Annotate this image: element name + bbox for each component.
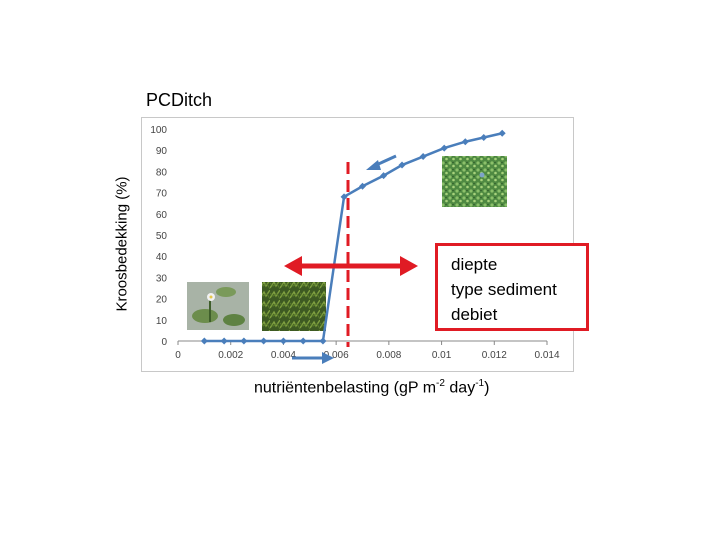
x-tick-label: 0.012 <box>482 350 507 361</box>
x-axis-label: nutriëntenbelasting (gP m-2 day-1) <box>254 378 489 397</box>
series-line <box>204 132 503 343</box>
x-tick-label: 0.008 <box>376 350 401 361</box>
duckweed-photo <box>442 156 507 207</box>
x-tick-label: 0.014 <box>534 350 559 361</box>
data-point <box>240 337 248 345</box>
x-tick-label: 0.006 <box>324 350 349 361</box>
data-point <box>340 193 348 201</box>
data-point <box>319 337 327 345</box>
x-axis-label-sup2: -1 <box>475 378 485 389</box>
y-tick-label: 40 <box>156 252 168 263</box>
lower-shift-arrow-head <box>322 352 334 364</box>
data-point <box>279 337 287 345</box>
y-tick-label: 20 <box>156 295 168 306</box>
data-point <box>380 172 388 180</box>
data-point <box>220 337 228 345</box>
y-tick-label: 50 <box>156 231 168 242</box>
y-tick-label: 60 <box>156 210 168 221</box>
x-tick-label: 0.01 <box>432 350 452 361</box>
data-point <box>398 161 406 169</box>
x-tick-label: 0.002 <box>218 350 243 361</box>
data-point <box>260 337 268 345</box>
x-axis-label-end: ) <box>484 379 490 397</box>
data-point <box>200 337 208 345</box>
chart-title: PCDitch <box>146 90 213 110</box>
x-tick-label: 0.004 <box>271 350 296 361</box>
range-double-arrow-left-head <box>284 256 302 276</box>
data-point <box>461 138 469 146</box>
y-tick-label: 100 <box>150 125 167 136</box>
upper-shift-arrow-head <box>366 160 381 170</box>
x-axis-label-base: nutriëntenbelasting (gP m <box>254 379 437 397</box>
y-tick-label: 80 <box>156 167 168 178</box>
y-tick-label: 10 <box>156 316 168 327</box>
data-point <box>498 129 506 137</box>
y-tick-label: 90 <box>156 146 168 157</box>
x-axis-label-mid: day <box>444 379 476 397</box>
note-line-sediment: type sediment <box>451 280 557 299</box>
data-point <box>480 133 488 141</box>
axes: 0 10 20 30 40 50 60 70 80 90 100 0 0.002 0.004 0.006 0.… <box>150 125 560 361</box>
note-line-flow: debiet <box>451 305 498 324</box>
data-point <box>440 144 448 152</box>
y-tick-label: 70 <box>156 189 168 200</box>
waterlily-photo <box>187 282 249 330</box>
note-line-depth: diepte <box>451 255 498 274</box>
y-tick-label: 0 <box>161 337 167 348</box>
data-point <box>299 337 307 345</box>
x-tick-label: 0 <box>175 350 181 361</box>
data-point <box>419 153 427 161</box>
x-axis-label-sup1: -2 <box>436 378 445 389</box>
data-point <box>359 182 366 190</box>
y-tick-label: 30 <box>156 273 168 284</box>
submerged-plant-photo <box>262 282 326 331</box>
factors-note-box: diepte type sediment debiet <box>435 243 589 331</box>
range-double-arrow-right-head <box>400 256 418 276</box>
